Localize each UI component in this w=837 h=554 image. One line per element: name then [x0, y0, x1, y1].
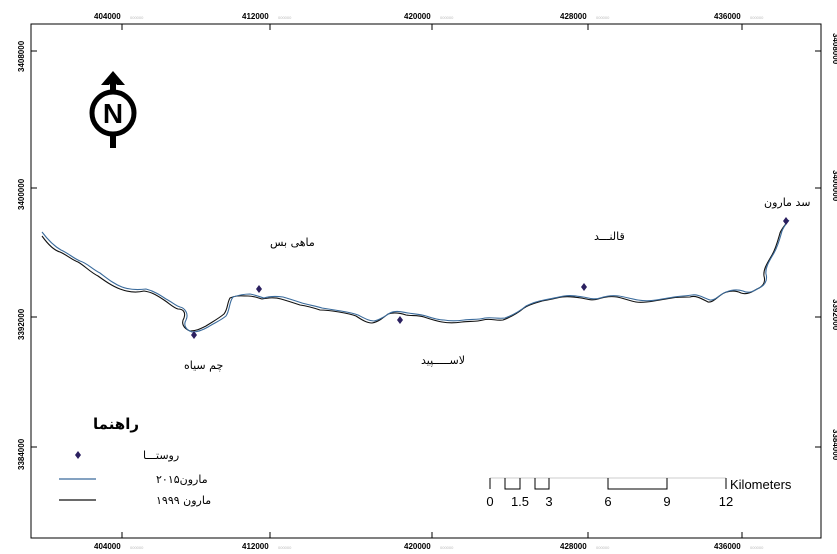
x-tick-label: 404000 [94, 12, 121, 21]
scale-tick-label: 3 [545, 494, 552, 509]
x-tick-label: 412000 [242, 542, 269, 551]
river-1999-line [41, 220, 789, 332]
x-tick-suffix: 000000 [750, 545, 764, 550]
x-axis-top: 404000 000000 412000 000000 420000 00000… [94, 12, 764, 30]
x-tick-suffix: 000000 [750, 15, 764, 20]
north-arrow-icon: N [89, 71, 137, 148]
x-tick-label: 412000 [242, 12, 269, 21]
scale-bar-segment [534, 478, 550, 490]
place-label-galand: قالنـــد [594, 230, 625, 243]
north-letter: N [103, 98, 123, 129]
legend-item-village: روستـــا [143, 449, 179, 462]
x-tick-label: 420000 [404, 542, 431, 551]
scale-tick-label: 0 [486, 494, 493, 509]
y-axis-left: 3408000 3400000 3392000 3384000 [17, 40, 37, 470]
y-tick-label: 3408000 [17, 40, 26, 72]
village-marker [191, 331, 197, 339]
scale-tick-label: 9 [663, 494, 670, 509]
x-tick-label: 436000 [714, 542, 741, 551]
legend: راهنما روستـــا مارون۲۰۱۵ مارون ۱۹۹۹ [59, 415, 211, 507]
x-tick-suffix: 000000 [130, 15, 144, 20]
legend-title: راهنما [93, 415, 139, 433]
village-marker [397, 316, 403, 324]
scale-bar-segment [504, 478, 521, 490]
river-2015-line [41, 219, 790, 333]
village-marker [256, 285, 262, 293]
y-tick-label: 3392000 [17, 308, 26, 340]
x-tick-suffix: 000000 [596, 545, 610, 550]
place-label-laspid: لاســـــپید [421, 354, 465, 367]
scale-unit-label: Kilometers [730, 477, 792, 492]
x-tick-label: 428000 [560, 12, 587, 21]
scale-tick-label: 1.5 [511, 494, 529, 509]
y-tick-label: 3384000 [17, 438, 26, 470]
legend-village-symbol [75, 451, 81, 459]
scale-tick-label: 12 [719, 494, 733, 509]
x-tick-suffix: 000000 [130, 545, 144, 550]
y-axis-right: 3408000 3400000 3392000 3384000 [815, 33, 837, 461]
y-tick-label: 3392000 [831, 299, 837, 331]
x-tick-suffix: 000000 [440, 15, 454, 20]
place-label-cham-siah: چم سیاه [184, 359, 223, 372]
x-tick-suffix: 000000 [440, 545, 454, 550]
x-tick-suffix: 000000 [596, 15, 610, 20]
legend-item-river-2015: مارون۲۰۱۵ [156, 473, 208, 486]
x-tick-suffix: 000000 [278, 15, 292, 20]
place-label-sad-maroon: سد مارون [764, 196, 810, 209]
y-tick-label: 3384000 [831, 429, 837, 461]
scale-tick-label: 6 [604, 494, 611, 509]
legend-item-river-1999: مارون ۱۹۹۹ [156, 494, 211, 507]
y-tick-label: 3400000 [831, 170, 837, 202]
village-marker [783, 217, 789, 225]
x-tick-label: 428000 [560, 542, 587, 551]
place-label-mahi-bas: ماهی بس [270, 236, 315, 249]
map-frame [30, 23, 822, 539]
x-tick-label: 436000 [714, 12, 741, 21]
x-tick-label: 420000 [404, 12, 431, 21]
scale-bar-segment [607, 478, 668, 490]
x-tick-label: 404000 [94, 542, 121, 551]
y-tick-label: 3408000 [831, 33, 837, 65]
x-tick-suffix: 000000 [278, 545, 292, 550]
scale-bar: 0 1.5 3 6 9 12 Kilometers [486, 477, 792, 509]
y-tick-label: 3400000 [17, 178, 26, 210]
x-axis-bottom: 404000 000000 412000 000000 420000 00000… [94, 532, 764, 551]
village-marker [581, 283, 587, 291]
